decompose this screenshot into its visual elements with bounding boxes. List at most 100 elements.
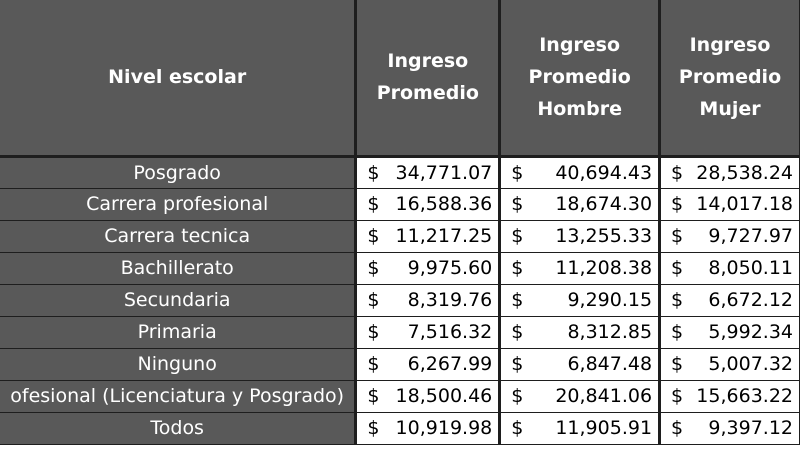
cell-ingreso-mujer[interactable]: $6,672.12 <box>659 284 800 317</box>
currency-value: $6,672.12 <box>671 289 793 311</box>
amount: 8,312.85 <box>567 321 653 343</box>
header-label: Nivel escolar <box>108 66 247 89</box>
amount: 6,267.99 <box>407 353 493 375</box>
cell-ingreso-promedio[interactable]: $18,500.46 <box>355 380 502 413</box>
level-label: Secundaria <box>123 289 231 311</box>
currency-symbol: $ <box>367 353 380 375</box>
currency-value: $8,319.76 <box>367 289 492 311</box>
amount: 14,017.18 <box>696 193 793 215</box>
currency-value: $11,217.25 <box>367 225 492 247</box>
amount: 15,663.22 <box>696 385 793 407</box>
header-label: Ingreso Promedio Hombre <box>528 34 631 121</box>
currency-value: $40,694.43 <box>511 162 652 184</box>
currency-symbol: $ <box>671 385 684 407</box>
table-row: Posgrado $34,771.07 $40,694.43 $28,538.24 <box>0 156 800 189</box>
header-ingreso-promedio[interactable]: Ingreso Promedio <box>355 0 502 158</box>
currency-symbol: $ <box>511 257 524 279</box>
cell-ingreso-hombre[interactable]: $11,905.91 <box>499 412 662 445</box>
amount: 18,674.30 <box>555 193 653 215</box>
level-label: Bachillerato <box>120 257 234 279</box>
cell-ingreso-promedio[interactable]: $10,919.98 <box>355 412 502 445</box>
currency-value: $34,771.07 <box>367 162 492 184</box>
table-row: Primaria $7,516.32 $8,312.85 $5,992.34 <box>0 316 800 349</box>
amount: 11,208.38 <box>555 257 653 279</box>
header-label: Ingreso Promedio <box>376 50 479 105</box>
currency-symbol: $ <box>671 417 684 439</box>
currency-symbol: $ <box>367 225 380 247</box>
cell-ingreso-hombre[interactable]: $6,847.48 <box>499 348 662 381</box>
header-row: Nivel escolar Ingreso Promedio Ingreso P… <box>0 0 800 158</box>
table-row: ofesional (Licenciatura y Posgrado) $18,5… <box>0 380 800 413</box>
currency-symbol: $ <box>367 193 380 215</box>
amount: 11,217.25 <box>395 225 493 247</box>
cell-ingreso-hombre[interactable]: $8,312.85 <box>499 316 662 349</box>
cell-ingreso-mujer[interactable]: $8,050.11 <box>659 252 800 285</box>
cell-ingreso-promedio[interactable]: $9,975.60 <box>355 252 502 285</box>
cell-ingreso-hombre[interactable]: $9,290.15 <box>499 284 662 317</box>
cell-ingreso-hombre[interactable]: $20,841.06 <box>499 380 662 413</box>
currency-value: $9,397.12 <box>671 417 793 439</box>
cell-ingreso-promedio[interactable]: $7,516.32 <box>355 316 502 349</box>
cell-ingreso-mujer[interactable]: $9,397.12 <box>659 412 800 445</box>
table-row: Carrera tecnica $11,217.25 $13,255.33 $9,72… <box>0 220 800 253</box>
header-ingreso-promedio-mujer[interactable]: Ingreso Promedio Mujer <box>659 0 800 158</box>
cell-ingreso-promedio[interactable]: $34,771.07 <box>355 156 502 189</box>
amount: 8,319.76 <box>407 289 493 311</box>
currency-symbol: $ <box>511 417 524 439</box>
level-label: Posgrado <box>133 161 221 184</box>
cell-ingreso-mujer[interactable]: $5,992.34 <box>659 316 800 349</box>
level-label: Ninguno <box>137 353 217 375</box>
currency-value: $8,312.85 <box>511 321 652 343</box>
currency-symbol: $ <box>511 161 524 184</box>
cell-nivel-escolar[interactable]: Posgrado <box>0 156 358 189</box>
amount: 9,975.60 <box>407 257 493 279</box>
currency-value: $11,905.91 <box>511 417 652 439</box>
cell-ingreso-mujer[interactable]: $28,538.24 <box>659 156 800 189</box>
header-nivel-escolar[interactable]: Nivel escolar <box>0 0 358 158</box>
amount: 11,905.91 <box>555 417 653 439</box>
currency-value: $5,992.34 <box>671 321 793 343</box>
cell-ingreso-mujer[interactable]: $15,663.22 <box>659 380 800 413</box>
currency-value: $16,588.36 <box>367 193 492 215</box>
amount: 20,841.06 <box>555 385 653 407</box>
cell-nivel-escolar[interactable]: ofesional (Licenciatura y Posgrado) <box>0 380 358 413</box>
cell-nivel-escolar[interactable]: Bachillerato <box>0 252 358 285</box>
currency-value: $18,674.30 <box>511 193 652 215</box>
cell-nivel-escolar[interactable]: Carrera tecnica <box>0 220 358 253</box>
currency-symbol: $ <box>511 385 524 407</box>
currency-value: $10,919.98 <box>367 417 492 439</box>
cell-ingreso-promedio[interactable]: $16,588.36 <box>355 188 502 221</box>
cell-ingreso-promedio[interactable]: $6,267.99 <box>355 348 502 381</box>
cell-nivel-escolar[interactable]: Todos <box>0 412 358 445</box>
cell-ingreso-promedio[interactable]: $8,319.76 <box>355 284 502 317</box>
amount: 7,516.32 <box>407 321 493 343</box>
currency-symbol: $ <box>511 225 524 247</box>
currency-value: $13,255.33 <box>511 225 652 247</box>
currency-symbol: $ <box>367 257 380 279</box>
cell-nivel-escolar[interactable]: Primaria <box>0 316 358 349</box>
cell-ingreso-hombre[interactable]: $40,694.43 <box>499 156 662 189</box>
cell-ingreso-mujer[interactable]: $5,007.32 <box>659 348 800 381</box>
header-ingreso-promedio-hombre[interactable]: Ingreso Promedio Hombre <box>499 0 662 158</box>
currency-value: $9,727.97 <box>671 225 793 247</box>
cell-ingreso-hombre[interactable]: $18,674.30 <box>499 188 662 221</box>
cell-ingreso-hombre[interactable]: $11,208.38 <box>499 252 662 285</box>
level-label: Primaria <box>137 321 217 343</box>
cell-nivel-escolar[interactable]: Carrera profesional <box>0 188 358 221</box>
cell-ingreso-hombre[interactable]: $13,255.33 <box>499 220 662 253</box>
table-row: Carrera profesional $16,588.36 $18,674.30 $… <box>0 188 800 221</box>
header-label: Ingreso Promedio Mujer <box>678 34 782 121</box>
currency-symbol: $ <box>367 417 380 439</box>
cell-nivel-escolar[interactable]: Ninguno <box>0 348 358 381</box>
cell-ingreso-promedio[interactable]: $11,217.25 <box>355 220 502 253</box>
amount: 40,694.43 <box>555 161 653 184</box>
cell-ingreso-mujer[interactable]: $14,017.18 <box>659 188 800 221</box>
currency-value: $5,007.32 <box>671 353 793 375</box>
amount: 5,992.34 <box>708 321 793 343</box>
currency-symbol: $ <box>511 353 524 375</box>
cell-nivel-escolar[interactable]: Secundaria <box>0 284 358 317</box>
income-table: Nivel escolar Ingreso Promedio Ingreso P… <box>0 0 800 445</box>
currency-value: $9,290.15 <box>511 289 652 311</box>
currency-symbol: $ <box>367 161 380 184</box>
cell-ingreso-mujer[interactable]: $9,727.97 <box>659 220 800 253</box>
